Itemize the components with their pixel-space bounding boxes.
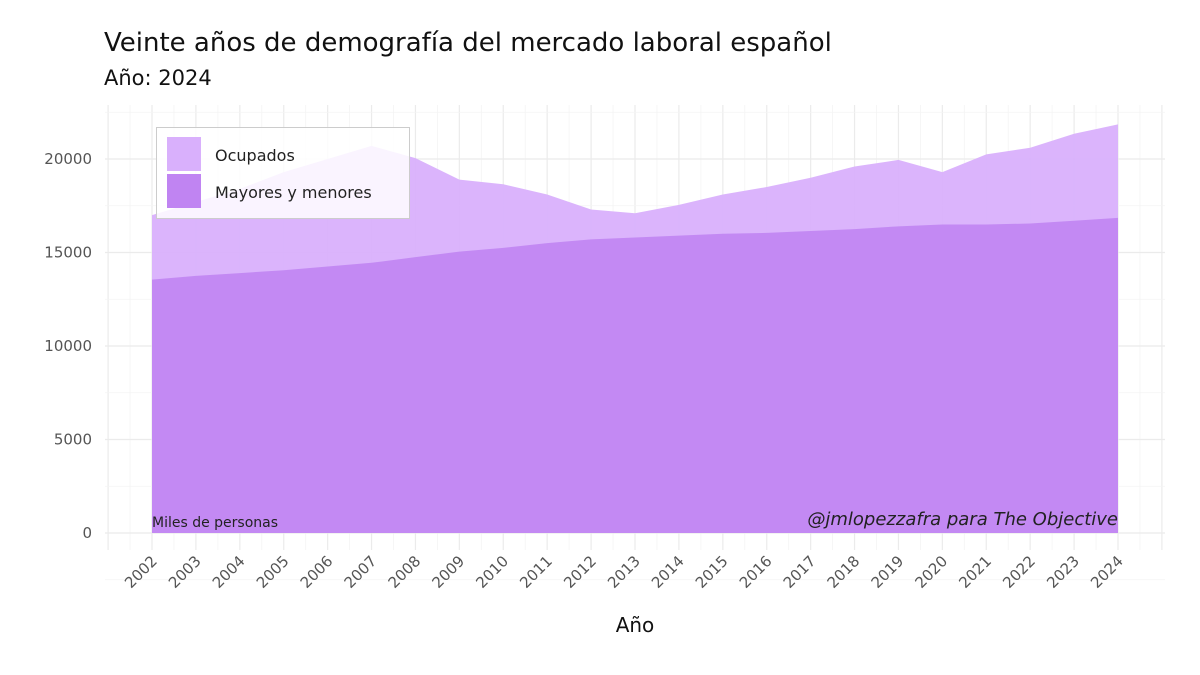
- x-tick-label: 2018: [824, 552, 864, 592]
- x-tick-label: 2004: [209, 552, 249, 592]
- x-tick-label: 2003: [165, 552, 205, 592]
- x-tick-label: 2008: [385, 552, 425, 592]
- x-axis-label: Año: [616, 613, 655, 637]
- x-tick-label: 2011: [516, 552, 556, 592]
- x-tick-label: 2014: [648, 552, 688, 592]
- legend-key-ocupados: [167, 137, 201, 171]
- x-tick-label: 2013: [604, 552, 644, 592]
- x-tick-label: 2017: [780, 552, 820, 592]
- x-tick-label: 2002: [121, 552, 161, 592]
- chart-subtitle: Año: 2024: [104, 66, 212, 90]
- x-tick-label: 2015: [692, 552, 732, 592]
- chart-title: Veinte años de demografía del mercado la…: [104, 28, 832, 58]
- x-tick-label: 2020: [911, 552, 951, 592]
- x-tick-label: 2012: [560, 552, 600, 592]
- x-tick-label: 2023: [1043, 552, 1083, 592]
- legend-key-mayores-y-menores: [167, 174, 201, 208]
- legend-label-mayores-y-menores: Mayores y menores: [215, 183, 372, 202]
- x-tick-label: 2007: [341, 552, 381, 592]
- area-mayores-y-menores: [152, 217, 1118, 533]
- y-tick-label: 0: [82, 524, 92, 542]
- x-tick-label: 2022: [999, 552, 1039, 592]
- y-tick-label: 15000: [44, 244, 92, 262]
- legend: Ocupados Mayores y menores: [156, 127, 410, 219]
- x-tick-label: 2010: [472, 552, 512, 592]
- x-tick-label: 2021: [955, 552, 995, 592]
- x-tick-label: 2006: [297, 552, 337, 592]
- y-tick-label: 20000: [44, 150, 92, 168]
- y-tick-label: 10000: [44, 337, 92, 355]
- credit-annotation: @jmlopezzafra para The Objective: [807, 509, 1118, 530]
- x-tick-label: 2005: [253, 552, 293, 592]
- x-tick-label: 2016: [736, 552, 776, 592]
- legend-label-ocupados: Ocupados: [215, 146, 295, 165]
- x-tick-label: 2024: [1087, 552, 1127, 592]
- units-annotation: Miles de personas: [152, 515, 278, 531]
- y-tick-label: 5000: [54, 431, 92, 449]
- x-tick-label: 2019: [868, 552, 908, 592]
- x-tick-label: 2009: [428, 552, 468, 592]
